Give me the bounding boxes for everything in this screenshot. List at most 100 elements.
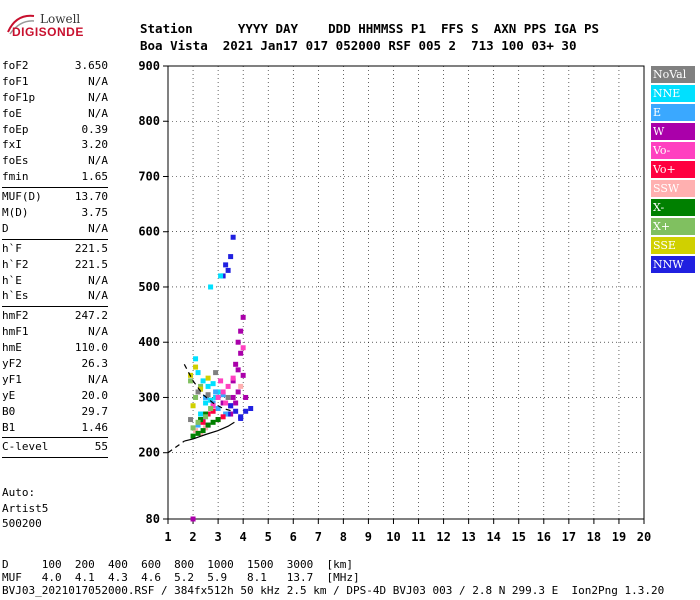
echo-point-nne [195, 370, 201, 376]
x-tick-label: 19 [612, 530, 626, 544]
header-block: Station YYYY DAY DDD HHMMSS P1 FFS S AXN… [140, 20, 599, 54]
param-key: foEs [2, 154, 29, 168]
echo-point-nne [215, 389, 221, 395]
param-row: B0 29.7 [2, 404, 108, 420]
param-value: 3.650 [74, 59, 108, 72]
d-row: D 100 200 400 600 800 1000 1500 3000 [km… [2, 558, 353, 571]
echo-point-x- [195, 419, 201, 425]
param-row: D N/A [2, 221, 108, 237]
echo-point-w [200, 417, 206, 423]
param-key: yE [2, 388, 16, 402]
param-value: 247.2 [74, 309, 108, 323]
param-row: h`F2 221.5 [2, 257, 108, 273]
legend-item: NoVal [651, 66, 695, 83]
logo-line2: DIGISONDE [12, 25, 84, 39]
legend-item: Vo- [651, 142, 695, 159]
param-value: 110.0 [74, 341, 108, 355]
x-tick-label: 16 [537, 530, 551, 544]
param-key: h`Es [2, 289, 29, 303]
echo-point-nnw [243, 408, 249, 414]
legend-item: E [651, 104, 695, 121]
echo-point-w [228, 411, 234, 417]
echo-point-e [223, 411, 229, 417]
echo-point-w [220, 400, 226, 406]
echo-point-sse [205, 375, 211, 381]
param-key: foF2 [2, 59, 29, 72]
param-value: 3.75 [81, 206, 109, 220]
header-labels: Station YYYY DAY DDD HHMMSS P1 FFS S AXN… [140, 21, 600, 36]
legend-item: SSW [651, 180, 695, 197]
echo-point-noval [195, 389, 201, 395]
param-key: hmF2 [2, 309, 29, 323]
x-tick-label: 18 [587, 530, 601, 544]
param-separator [2, 437, 108, 439]
echo-point-x- [198, 383, 204, 389]
echo-point-w [235, 389, 241, 395]
echo-point-nnw [228, 254, 234, 260]
param-row: h`E N/A [2, 273, 108, 289]
legend-item: NNE [651, 85, 695, 102]
param-value: N/A [88, 221, 108, 235]
param-separator [2, 187, 108, 189]
y-tick-label: 600 [138, 225, 160, 239]
echo-point-vo- [215, 394, 221, 400]
echo-point-w [233, 361, 239, 367]
echo-point-nne [200, 378, 206, 384]
echo-point-w [190, 516, 196, 522]
param-value: 1.46 [81, 420, 109, 434]
param-value: N/A [88, 289, 108, 303]
trace-line-solid [184, 421, 235, 442]
echo-point-e [215, 406, 221, 412]
param-value: N/A [88, 74, 108, 88]
param-row: hmE 110.0 [2, 340, 108, 356]
param-row: foEs N/A [2, 153, 108, 169]
echo-point-x- [188, 378, 194, 384]
param-key: h`F2 [2, 257, 29, 271]
param-key: h`E [2, 273, 22, 287]
param-row: hmF1 N/A [2, 324, 108, 340]
param-value: N/A [88, 90, 108, 104]
echo-point-x- [193, 394, 199, 400]
echo-point-x- [208, 406, 214, 412]
echo-point-x- [205, 422, 211, 428]
param-row: M(D) 3.75 [2, 205, 108, 221]
echo-point-vo- [210, 408, 216, 414]
y-tick-label: 80 [146, 512, 160, 526]
param-key: B0 [2, 404, 16, 418]
plot-frame [167, 65, 645, 520]
param-key: foF1p [2, 90, 36, 104]
echo-point-noval [213, 370, 219, 376]
x-tick-label: 4 [240, 530, 247, 544]
echo-point-nnw [238, 415, 244, 421]
param-value: N/A [88, 273, 108, 287]
param-row: fmin 1.65 [2, 169, 108, 185]
echo-point-nnw [223, 262, 229, 268]
echo-point-e [213, 389, 219, 395]
legend: NoVal NNE E W Vo- Vo+ SSW X- X+ SSE NNW [651, 66, 695, 275]
legend-item: W [651, 123, 695, 140]
x-tick-label: 11 [411, 530, 425, 544]
echo-point-ssw [193, 428, 199, 434]
echo-point-vo- [225, 383, 231, 389]
legend-item: SSE [651, 237, 695, 254]
y-tick-label: 400 [138, 335, 160, 349]
echo-point-x- [190, 425, 196, 431]
param-key: D [2, 221, 9, 235]
param-row: foF1p N/A [2, 90, 108, 106]
echo-point-noval [205, 392, 211, 398]
x-tick-label: 14 [486, 530, 500, 544]
param-value: 26.3 [81, 357, 109, 371]
bottom-block: D 100 200 400 600 800 1000 1500 3000 [km… [2, 558, 664, 597]
auto-artist: Artist5 [2, 501, 49, 515]
y-tick-label: 300 [138, 390, 160, 404]
param-row: hmF2 247.2 [2, 308, 108, 324]
echo-point-w [238, 328, 244, 334]
legend-item: Vo+ [651, 161, 695, 178]
echo-point-sse [190, 403, 196, 409]
x-tick-label: 10 [386, 530, 400, 544]
echo-point-w [235, 339, 241, 345]
param-key: M(D) [2, 206, 29, 220]
echo-point-vo- [218, 378, 224, 384]
param-row: h`Es N/A [2, 288, 108, 304]
echo-point-x- [198, 417, 204, 423]
